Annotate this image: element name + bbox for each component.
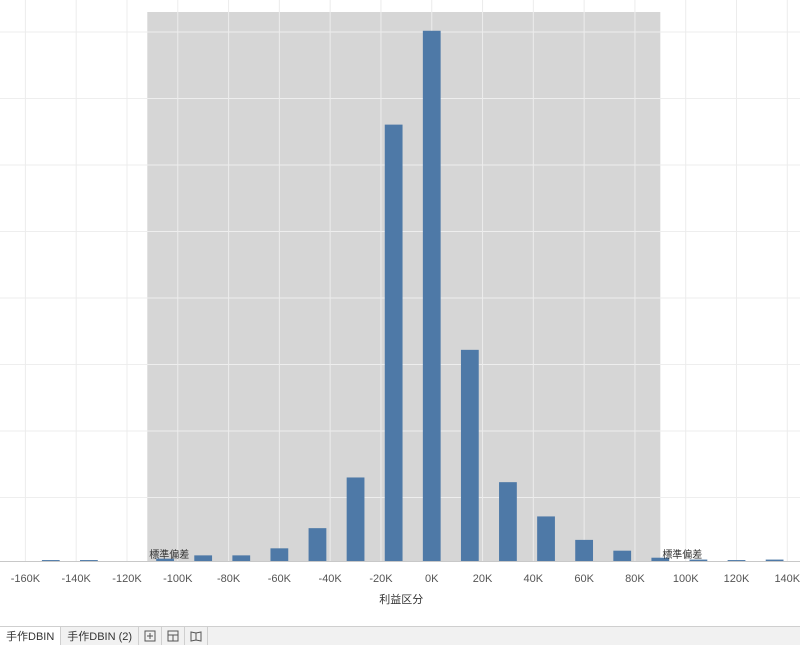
x-tick-label: 20K (473, 573, 493, 585)
x-axis-ticks: -160K -140K -120K -100K -80K -60K -40K -20K 0K 20… (11, 573, 800, 585)
new-worksheet-glyph (144, 630, 156, 642)
bar (422, 30, 441, 562)
x-tick-label: -80K (217, 573, 241, 585)
bar (384, 124, 403, 561)
bar (308, 528, 327, 561)
x-tick-label: -140K (62, 573, 92, 585)
tab-sheet-1[interactable]: 手作DBIN (0, 627, 62, 645)
bar (499, 482, 517, 561)
bar (537, 516, 555, 561)
x-tick-label: 100K (673, 573, 699, 585)
x-tick-label: 120K (724, 573, 750, 585)
bar (80, 560, 98, 562)
bar (765, 559, 784, 561)
x-axis-title: 利益区分 (379, 592, 423, 606)
bar (232, 555, 251, 561)
x-tick-label: 0K (425, 573, 439, 585)
x-tick-label: 140K (774, 573, 800, 585)
bar (156, 558, 174, 561)
histogram-chart: 標準偏差 標準偏差 -160K -140K -120K -100K -80K -60K -4… (0, 0, 800, 606)
x-tick-label: 40K (524, 573, 544, 585)
band-label-left: 標準偏差 (149, 548, 189, 561)
vertical-gridlines (24, 0, 788, 561)
bar (689, 559, 708, 561)
new-story-glyph (190, 631, 202, 642)
x-tick-label: -160K (11, 573, 41, 585)
bar (613, 550, 632, 561)
bar (727, 560, 746, 562)
bar (346, 477, 365, 561)
new-dashboard-icon[interactable] (162, 627, 186, 645)
bar (194, 555, 213, 561)
x-tick-label: -100K (163, 573, 193, 585)
x-tick-label: -60K (268, 573, 292, 585)
bar (460, 349, 479, 561)
bar (651, 557, 670, 561)
x-tick-label: 60K (574, 573, 594, 585)
tab-sheet-2[interactable]: 手作DBIN (2) (61, 627, 140, 645)
standard-deviation-band (147, 12, 661, 561)
bar (270, 548, 289, 561)
bars (41, 30, 784, 562)
x-tick-label: -20K (369, 573, 393, 585)
sheet-tab-bar: 手作DBIN 手作DBIN (2) (0, 626, 800, 645)
x-tick-label: 80K (625, 573, 645, 585)
x-tick-label: -40K (319, 573, 343, 585)
bar (41, 560, 60, 562)
band-label-right: 標準偏差 (662, 548, 702, 561)
new-dashboard-glyph (167, 630, 179, 642)
x-tick-label: -120K (112, 573, 142, 585)
new-story-icon[interactable] (185, 627, 209, 645)
bar (575, 539, 594, 561)
new-worksheet-icon[interactable] (139, 627, 163, 645)
